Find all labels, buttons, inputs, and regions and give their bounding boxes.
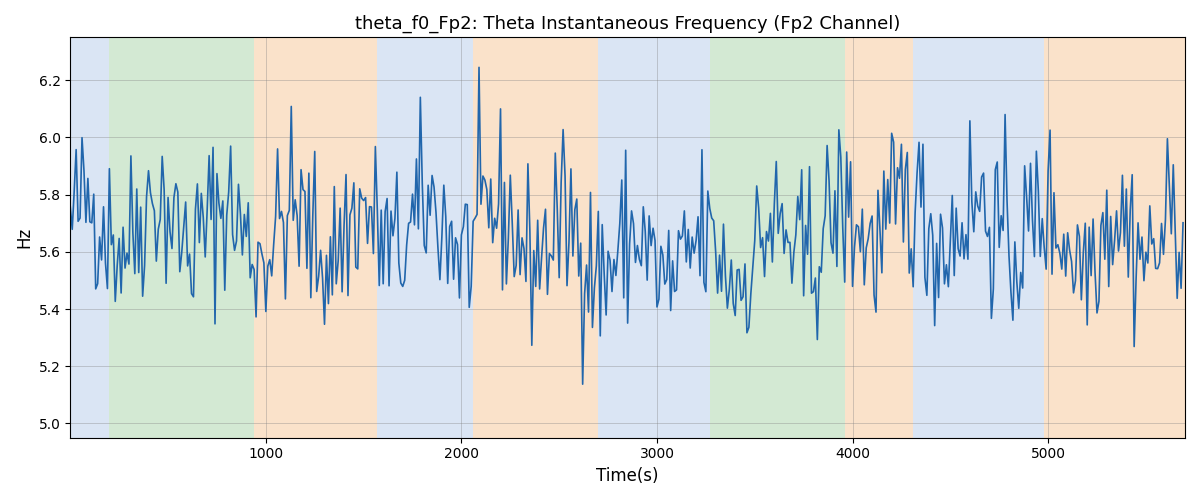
Title: theta_f0_Fp2: Theta Instantaneous Frequency (Fp2 Channel): theta_f0_Fp2: Theta Instantaneous Freque… — [355, 15, 900, 34]
Bar — [71, 38, 109, 438]
X-axis label: Time(s): Time(s) — [596, 467, 659, 485]
Bar — [473, 38, 599, 438]
Bar — [599, 38, 709, 438]
Bar — [845, 38, 913, 438]
Bar — [913, 38, 1044, 438]
Bar — [1044, 38, 1186, 438]
Bar — [709, 38, 845, 438]
Bar — [109, 38, 254, 438]
Bar — [254, 38, 377, 438]
Bar — [377, 38, 473, 438]
Y-axis label: Hz: Hz — [16, 227, 34, 248]
